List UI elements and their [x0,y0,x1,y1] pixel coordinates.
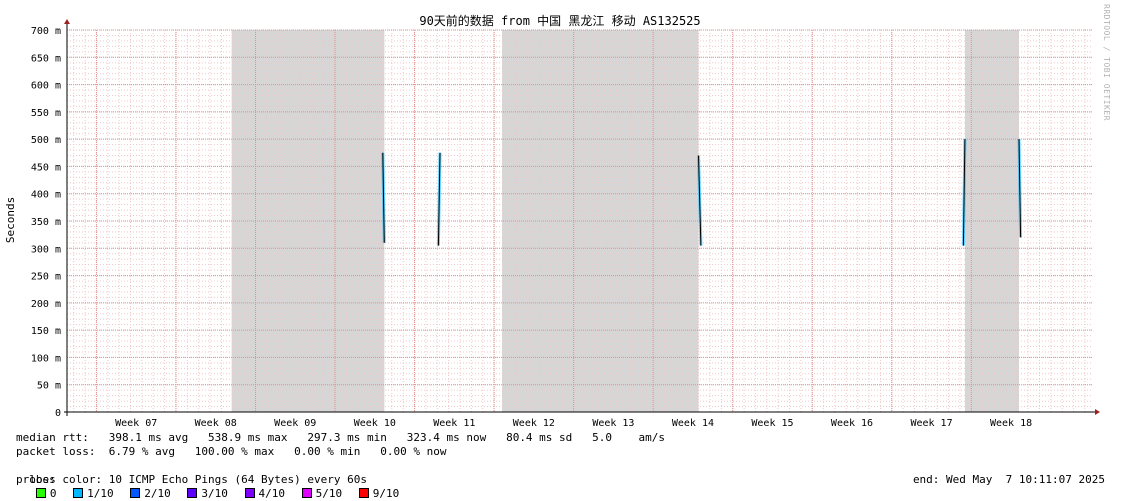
y-tick-labels: 0 50 m 100 m 150 m 200 m 250 m 300 m 350 m 400 m… [31,26,61,419]
loss-swatch-icon [35,488,46,498]
series-line [382,152,385,243]
y-tick-label: 100 m [31,353,61,364]
x-tick-label: Week 08 [195,418,237,429]
grid [67,29,1093,413]
loss-swatch-icon [187,488,198,498]
y-axis-label: Seconds [4,197,17,243]
loss-swatch-icon [301,488,312,498]
x-axis-arrow [1095,409,1100,415]
smokeping-chart: 0 50 m 100 m 150 m 200 m 250 m 300 m 350 m 400 m… [4,13,1100,429]
chart-title: 90天前的数据 from 中国 黑龙江 移动 AS132525 [419,13,700,28]
y-tick-label: 650 m [31,53,61,64]
loss-swatch-icon [244,488,255,498]
y-tick-label: 500 m [31,135,61,146]
y-tick-label: 50 m [37,381,61,392]
y-tick-label: 450 m [31,162,61,173]
y-tick-label: 400 m [31,190,61,201]
median-rtt-line: median rtt: 398.1 ms avg 538.9 ms max 29… [16,431,666,444]
x-tick-labels: Week 07 Week 08 Week 09 Week 10 Week 11 Week … [115,418,1032,429]
series-line [962,139,966,246]
series-line [698,155,702,246]
x-tick-label: Week 18 [990,418,1032,429]
x-tick-label: Week 12 [513,418,555,429]
loss-swatch-icon [358,488,369,498]
x-tick-label: Week 15 [751,418,793,429]
series-line [437,152,441,246]
y-tick-label: 200 m [31,299,61,310]
y-tick-label: 600 m [31,81,61,92]
series-line [1018,139,1022,238]
y-tick-label: 550 m [31,108,61,119]
x-tick-label: Week 14 [672,418,714,429]
rrdtool-watermark: RRDTOOL / TOBI OETIKER [1102,4,1111,121]
x-tick-label: Week 13 [592,418,634,429]
x-tick-label: Week 07 [115,418,157,429]
y-tick-label: 350 m [31,217,61,228]
x-tick-label: Week 11 [433,418,475,429]
y-tick-label: 0 [55,408,61,419]
series-lines [381,139,1023,246]
loss-swatch-icon [130,488,141,498]
x-tick-label: Week 17 [910,418,952,429]
end-time: end: Wed May 7 10:11:07 2025 [912,473,1105,486]
y-axis-arrow [64,19,70,24]
loss-swatch-icon [73,488,84,498]
x-tick-label: Week 16 [831,418,873,429]
packet-loss-line: packet loss: 6.79 % avg 100.00 % max 0.0… [16,445,447,458]
y-tick-label: 250 m [31,272,61,283]
probe-line: probe: 10 ICMP Echo Pings (64 Bytes) eve… [16,473,367,486]
axes [64,19,1100,416]
x-tick-label: Week 10 [354,418,396,429]
y-tick-label: 300 m [31,244,61,255]
y-tick-label: 150 m [31,326,61,337]
y-tick-label: 700 m [31,26,61,37]
x-tick-label: Week 09 [274,418,316,429]
loss-color-label: loss color: [29,473,103,486]
